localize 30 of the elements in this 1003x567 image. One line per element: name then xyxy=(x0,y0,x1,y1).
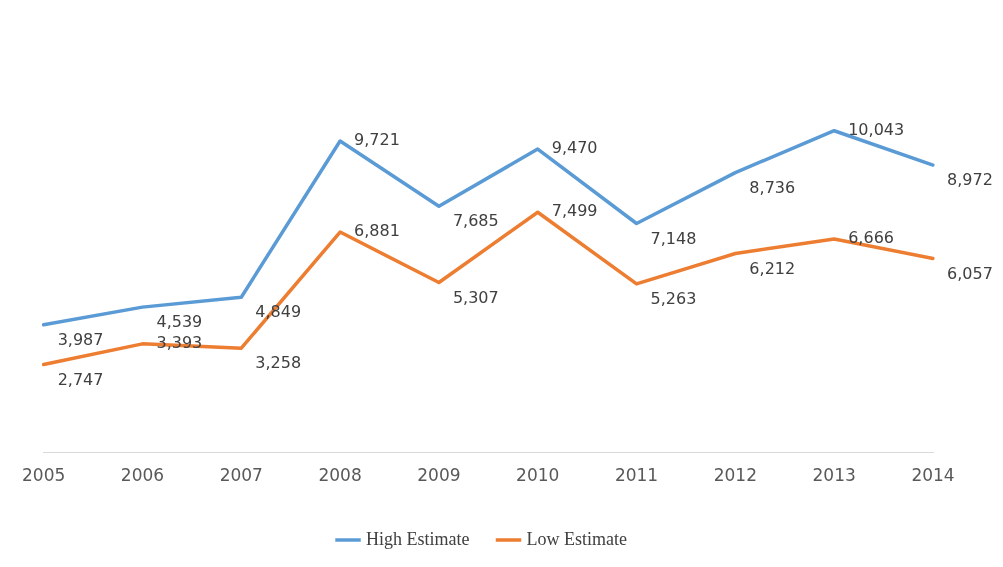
x-tick-label: 2009 xyxy=(417,465,461,486)
x-tick-label: 2013 xyxy=(812,465,856,486)
x-tick-label: 2006 xyxy=(120,465,165,486)
data-label: 6,666 xyxy=(848,228,894,248)
data-label: 7,685 xyxy=(452,211,499,231)
data-label: 8,972 xyxy=(947,170,993,190)
x-tick-label: 2010 xyxy=(516,465,560,486)
x-tick-label: 2007 xyxy=(219,465,263,486)
data-label: 7,148 xyxy=(650,228,697,248)
x-tick-label: 2014 xyxy=(911,465,955,486)
data-label: 9,721 xyxy=(354,130,400,150)
data-label: 6,212 xyxy=(749,258,796,278)
data-label: 6,057 xyxy=(947,263,993,283)
data-label: 3,987 xyxy=(57,329,104,349)
legend-label: High Estimate xyxy=(366,528,470,549)
data-label: 10,043 xyxy=(848,119,905,139)
x-tick-label: 2012 xyxy=(713,465,757,486)
data-label: 8,736 xyxy=(749,177,796,197)
data-label: 2,747 xyxy=(57,369,104,389)
x-tick-label: 2011 xyxy=(614,465,659,486)
data-label: 7,499 xyxy=(551,201,598,221)
x-tick-label: 2005 xyxy=(22,465,66,486)
x-tick-label: 2008 xyxy=(318,465,362,486)
data-label: 9,470 xyxy=(551,138,598,158)
data-label: 5,263 xyxy=(650,289,697,309)
data-label: 3,258 xyxy=(255,353,302,373)
legend-label: Low Estimate xyxy=(526,528,627,549)
data-label: 6,881 xyxy=(354,221,400,241)
data-label: 5,307 xyxy=(452,287,499,307)
data-label: 4,539 xyxy=(156,312,203,332)
